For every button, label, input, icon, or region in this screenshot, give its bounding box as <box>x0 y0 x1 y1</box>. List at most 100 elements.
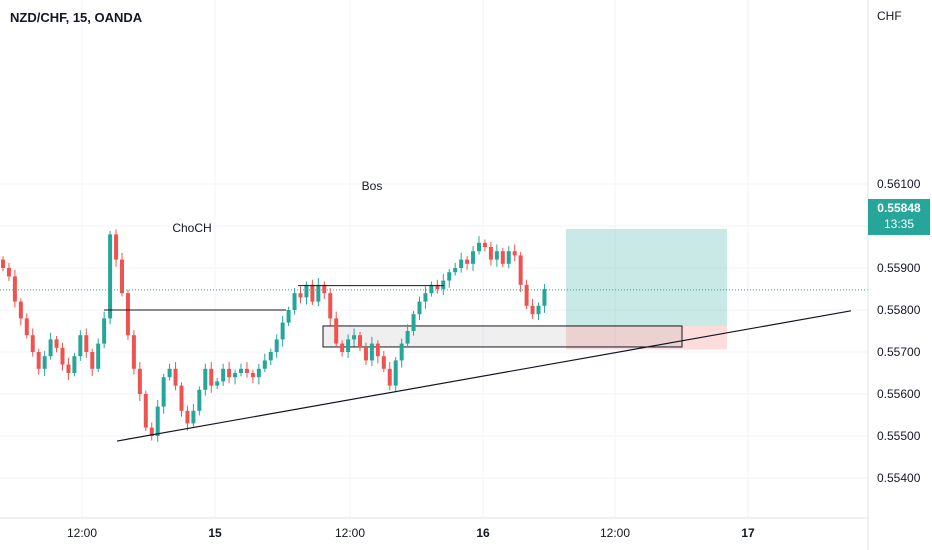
candle-body <box>96 343 101 369</box>
candle-body <box>429 284 434 294</box>
candle-body <box>125 293 130 336</box>
candle-body <box>453 268 458 273</box>
candle-body <box>48 339 53 357</box>
candle-body <box>334 318 339 344</box>
price-tick-label: 0.55900 <box>877 261 921 275</box>
candle-body <box>149 427 154 436</box>
candle-body <box>221 368 226 382</box>
candle-body <box>84 335 89 352</box>
candle-body <box>322 284 327 294</box>
candle-body <box>239 368 243 373</box>
candle-body <box>215 381 220 386</box>
candle-body <box>363 347 368 361</box>
candle-body <box>292 293 297 310</box>
time-tick-label: 12:00 <box>335 526 365 540</box>
candle-body <box>102 318 107 344</box>
candle-body <box>262 360 267 369</box>
candle-body <box>346 339 351 352</box>
candle-body <box>203 368 208 390</box>
candle-body <box>500 251 505 264</box>
candle-body <box>60 347 65 365</box>
candle-body <box>506 251 511 264</box>
candle-body <box>477 242 481 252</box>
time-tick-label: 17 <box>741 526 755 540</box>
candle-body <box>179 385 184 411</box>
candle-body <box>542 289 547 306</box>
price-tick-label: 0.55700 <box>877 345 921 359</box>
candle-body <box>471 251 476 264</box>
candle-body <box>244 368 249 373</box>
candle-body <box>137 368 142 394</box>
time-tick-label: 12:00 <box>600 526 630 540</box>
candle-body <box>423 293 428 302</box>
price-axis[interactable]: 0.561000.560000.559000.558000.557000.556… <box>867 0 921 550</box>
candle-body <box>310 284 315 302</box>
symbol-title[interactable]: NZD/CHF, 15, OANDA <box>10 10 143 25</box>
candle-body <box>435 284 440 289</box>
annotations[interactable]: ChoCH Bos <box>104 179 444 311</box>
candle-body <box>369 343 374 361</box>
candle-body <box>459 259 464 268</box>
candle-body <box>417 301 422 315</box>
time-tick-label: 12:00 <box>67 526 97 540</box>
demand-zone-rectangle[interactable] <box>322 325 683 348</box>
last-price-value: 0.55848 <box>877 201 921 215</box>
candle-body <box>250 373 255 378</box>
candle-body <box>78 335 83 357</box>
candle-body <box>18 301 23 319</box>
candle-body <box>161 377 166 407</box>
candle-body <box>298 293 303 298</box>
candle-body <box>24 318 29 336</box>
grid <box>0 0 868 518</box>
candle-body <box>36 352 41 369</box>
candle-body <box>143 394 148 428</box>
trendline-segment <box>116 310 852 442</box>
candle-body <box>209 368 214 386</box>
candle-body <box>108 234 113 319</box>
last-price-badge: 0.55848 13:35 <box>868 199 930 235</box>
candle-body <box>536 305 541 315</box>
candle-body <box>1 259 5 268</box>
stop-zone <box>566 325 727 350</box>
candle-body <box>441 280 446 289</box>
candle-body <box>131 335 136 369</box>
candle-body <box>375 343 380 357</box>
zone-rectangle <box>322 325 683 348</box>
candle-body <box>167 368 172 378</box>
target-zone <box>566 228 727 326</box>
price-tick-label: 0.55400 <box>877 471 921 485</box>
candle-body <box>381 356 386 369</box>
candle-body <box>191 410 196 424</box>
candle-body <box>256 368 261 378</box>
bar-countdown: 13:35 <box>883 217 915 231</box>
long-position-tool[interactable] <box>566 228 727 350</box>
time-axis[interactable]: 12:00 15 12:00 16 12:00 17 <box>0 517 868 540</box>
price-tick-label: 0.55800 <box>877 303 921 317</box>
candle-body <box>197 389 202 411</box>
candle-body <box>66 364 71 373</box>
candle-body <box>447 272 452 281</box>
candle-body <box>280 322 285 340</box>
price-tick-label: 0.55600 <box>877 387 921 401</box>
candle-body <box>405 331 410 344</box>
trendline[interactable] <box>116 310 852 442</box>
candle-body <box>12 276 17 302</box>
time-tick-label: 16 <box>476 526 490 540</box>
candle-body <box>393 360 398 386</box>
candle-body <box>155 406 160 436</box>
time-tick-label: 15 <box>208 526 222 540</box>
price-tick-label: 0.56100 <box>877 177 921 191</box>
candle-body <box>494 251 499 260</box>
candle-body <box>72 356 77 373</box>
candle-body <box>328 293 333 319</box>
candle-body <box>90 352 95 369</box>
candle-body <box>411 314 416 331</box>
candle-body <box>304 284 309 298</box>
annotation-label: Bos <box>362 179 383 193</box>
price-tick-label: 0.55500 <box>877 429 921 443</box>
candle-body <box>512 251 517 256</box>
candle-body <box>114 234 119 260</box>
candle-body <box>30 335 35 352</box>
candle-body <box>482 242 487 247</box>
